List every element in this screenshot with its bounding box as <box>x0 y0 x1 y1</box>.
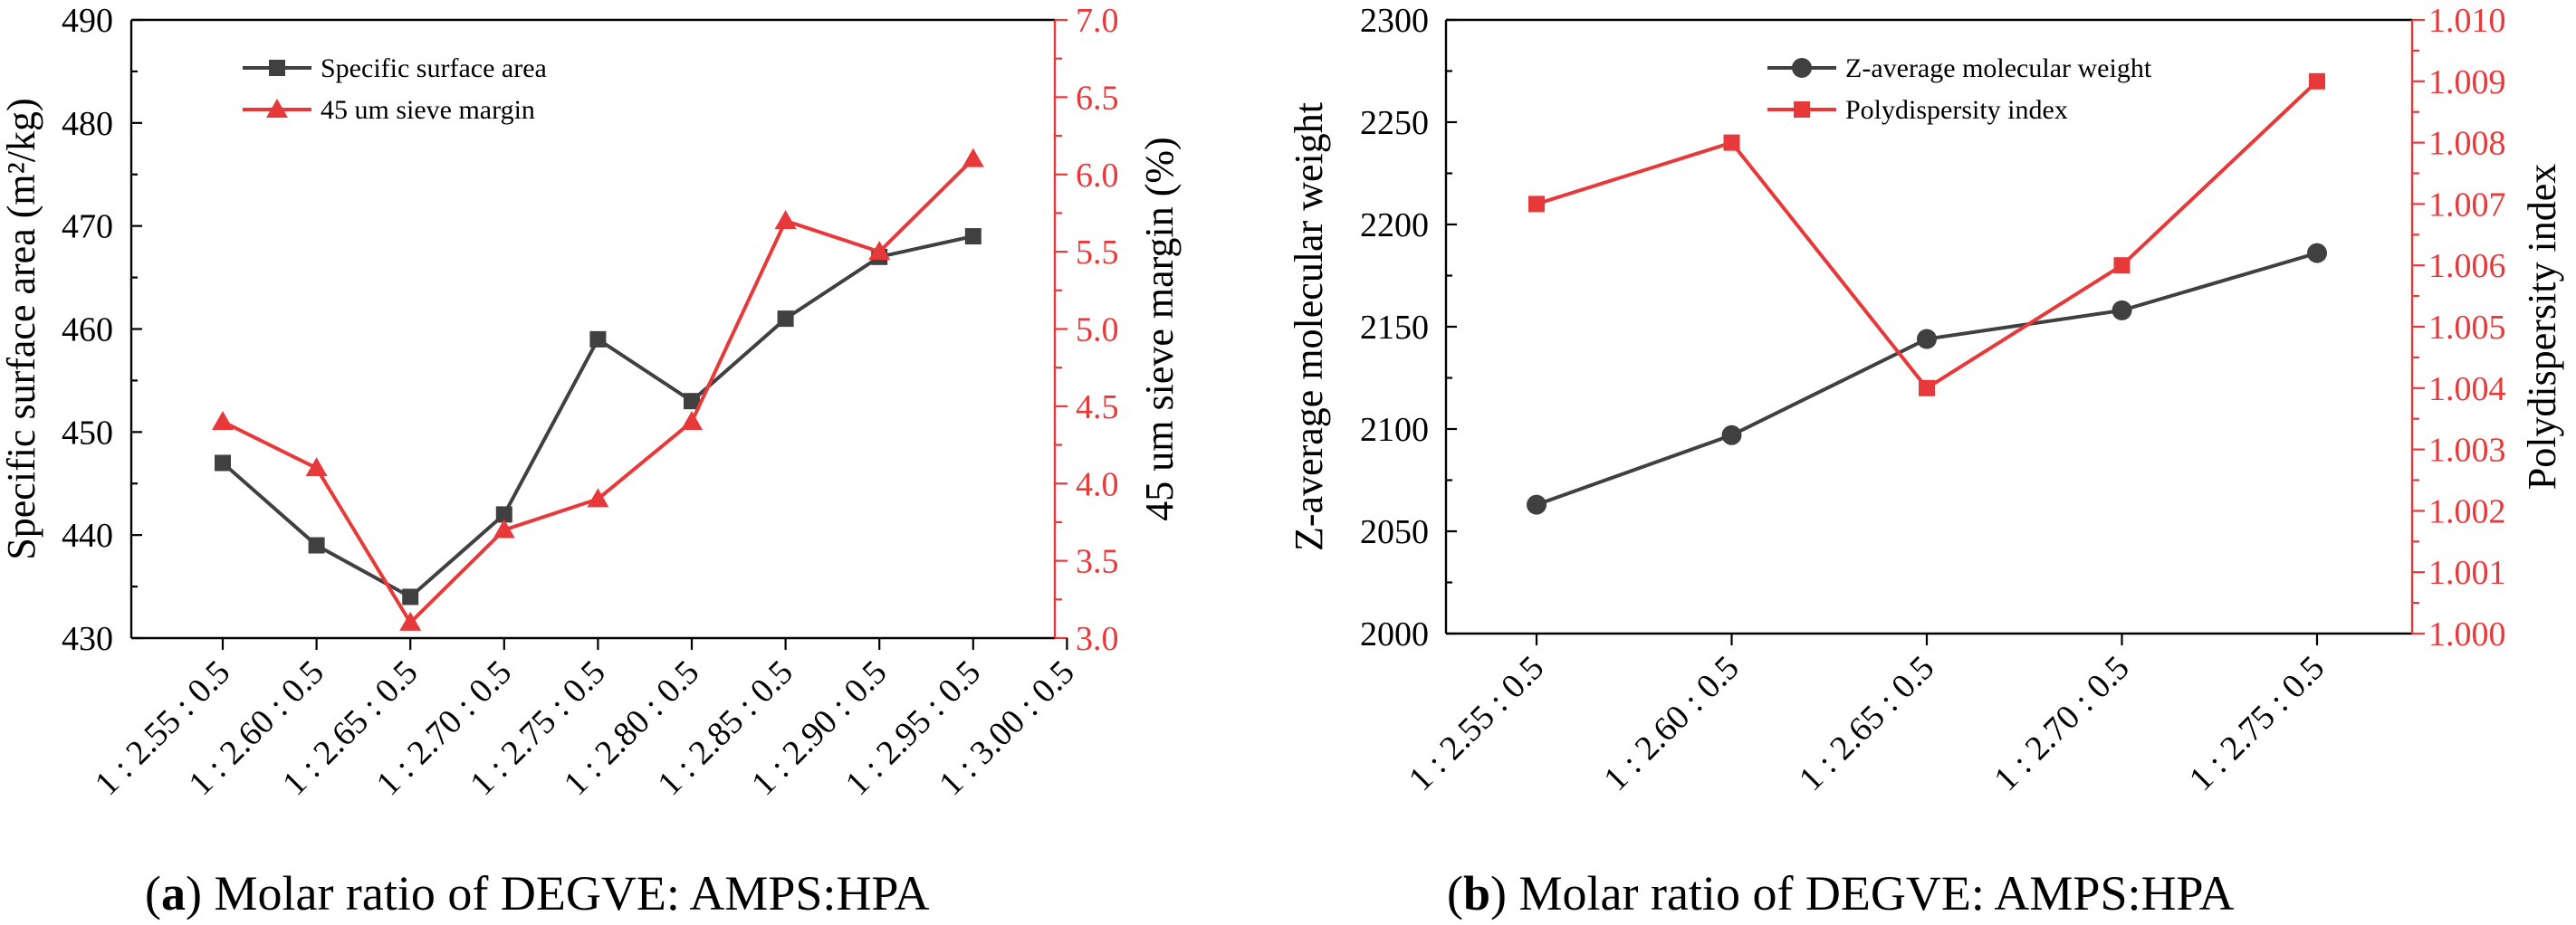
y-right-tick-label: 1.002 <box>2428 492 2506 530</box>
y-right-tick-label: 1.005 <box>2428 309 2506 347</box>
y-tick-label: 2300 <box>1360 2 1429 40</box>
caption: (a) Molar ratio of DEGVE: AMPS:HPA <box>145 866 930 920</box>
x-tick-label: 1 : 2.55 : 0.5 <box>1402 649 1552 799</box>
data-point <box>1723 134 1740 151</box>
y-right-tick-label: 6.5 <box>1076 79 1119 117</box>
legend-marker <box>266 99 288 118</box>
y-right-tick-label: 4.0 <box>1076 465 1119 503</box>
y-tick-label: 430 <box>62 620 113 658</box>
series-line-1 <box>221 234 974 599</box>
x-tick-label: 1 : 2.60 : 0.5 <box>1596 649 1747 799</box>
data-point <box>212 410 234 430</box>
y-axis-right-label: 45 um sieve margin (%) <box>1137 137 1182 520</box>
x-tick-label: 1 : 2.65 : 0.5 <box>1792 649 1942 799</box>
data-point <box>774 209 797 229</box>
data-point <box>681 410 703 430</box>
data-point <box>962 148 984 167</box>
data-point <box>493 519 515 539</box>
legend-entry: Z-average molecular weight <box>1845 53 2152 83</box>
y-right-tick-label: 7.0 <box>1076 2 1119 40</box>
y-axis-label: Z-average molecular weight <box>1287 102 1331 551</box>
y-tick-label: 2200 <box>1360 206 1429 244</box>
data-point <box>1919 379 1935 396</box>
data-point <box>2113 257 2131 274</box>
data-point <box>2307 243 2327 263</box>
data-point <box>495 506 512 523</box>
y-tick-label: 440 <box>62 517 113 555</box>
y-axis-label: Specific surface area (m²/kg) <box>0 98 43 559</box>
data-point <box>1527 494 1547 515</box>
legend-marker <box>269 60 285 76</box>
data-point <box>777 310 794 328</box>
y-right-tick-label: 1.003 <box>2428 432 2506 470</box>
y-right-tick-label: 1.007 <box>2428 186 2506 224</box>
chart-b: 2000 2050 2100 2150 2200 2250 2300 1.000 1.001 1.… <box>1287 2 2564 920</box>
legend-entry: 45 um sieve margin <box>321 95 535 125</box>
x-tick-label: 1 : 2.75 : 0.5 <box>2182 649 2332 799</box>
data-point <box>1917 329 1937 349</box>
legend-marker <box>1794 101 1810 118</box>
data-point <box>305 457 328 477</box>
data-point <box>402 588 419 606</box>
y-right-tick-label: 1.006 <box>2428 247 2506 285</box>
y-tick-label: 490 <box>62 2 113 40</box>
y-tick-label: 470 <box>62 208 113 246</box>
y-tick-label: 480 <box>62 105 113 143</box>
data-point <box>684 393 700 410</box>
y-right-tick-label: 1.000 <box>2428 615 2506 653</box>
y-tick-label: 2250 <box>1360 104 1429 142</box>
series-line-2 <box>222 157 975 626</box>
data-point <box>964 228 982 245</box>
y-axis-right-label: Polydispersity index <box>2520 164 2564 491</box>
chart-a: 430 440 450 460 470 480 490 3.0 3.5 4.0 4.5 5.0 5.5 6… <box>0 2 1182 920</box>
y-right-tick-label: 4.5 <box>1076 388 1119 426</box>
y-right-tick-label: 5.0 <box>1076 311 1119 349</box>
y-tick-label: 2100 <box>1360 411 1429 449</box>
y-tick-label: 2000 <box>1360 615 1429 653</box>
data-point <box>868 241 891 261</box>
y-tick-label: 2050 <box>1360 513 1429 551</box>
x-tick-label: 1 : 2.70 : 0.5 <box>1987 649 2137 799</box>
legend-marker <box>1792 58 1812 78</box>
y-right-tick-label: 1.004 <box>2428 370 2506 408</box>
data-point <box>1721 424 1742 445</box>
data-point <box>399 611 422 631</box>
y-tick-label: 450 <box>62 414 113 452</box>
y-right-tick-label: 5.5 <box>1076 234 1119 272</box>
y-right-tick-label: 1.008 <box>2428 125 2506 163</box>
y-right-tick-label: 1.009 <box>2428 63 2506 101</box>
data-point <box>2112 300 2132 320</box>
caption: (b) Molar ratio of DEGVE: AMPS:HPA <box>1447 866 2235 920</box>
y-right-tick-label: 3.5 <box>1076 543 1119 581</box>
data-point <box>308 537 325 554</box>
y-tick-label: 460 <box>62 311 113 349</box>
series-line-1 <box>1536 251 2318 507</box>
data-point <box>215 454 231 472</box>
y-right-tick-label: 1.001 <box>2428 554 2506 592</box>
legend-entry: Polydispersity index <box>1845 95 2068 125</box>
y-right-tick-label: 3.0 <box>1076 620 1119 658</box>
data-point <box>2309 72 2325 90</box>
data-point <box>1528 195 1545 213</box>
y-right-tick-label: 6.0 <box>1076 157 1119 195</box>
data-point <box>589 330 607 348</box>
data-point <box>587 488 609 508</box>
y-tick-label: 2150 <box>1360 309 1429 347</box>
legend-entry: Specific surface area <box>321 53 547 83</box>
y-right-tick-label: 1.010 <box>2428 2 2506 40</box>
